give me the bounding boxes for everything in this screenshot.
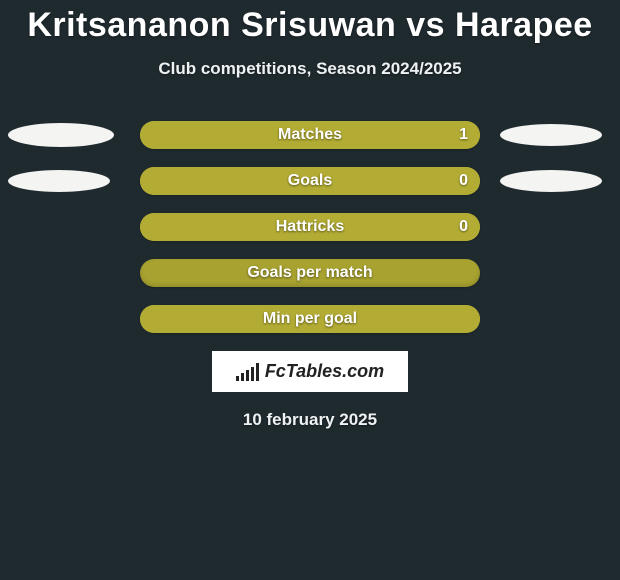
ellipse-left [8, 123, 114, 147]
stat-bar: Goals per match [140, 259, 480, 287]
stat-row: Matches 1 [0, 121, 620, 149]
page-subtitle: Club competitions, Season 2024/2025 [158, 59, 461, 79]
stat-rows: Matches 1 Goals 0 Hattricks 0 Goals per match M… [0, 121, 620, 333]
logo-bars-icon [236, 363, 259, 381]
content-wrapper: Kritsananon Srisuwan vs Harapee Club com… [0, 0, 620, 430]
date-text: 10 february 2025 [243, 410, 377, 430]
stat-row: Hattricks 0 [0, 213, 620, 241]
stat-bar: Matches 1 [140, 121, 480, 149]
ellipse-left [8, 170, 110, 192]
stat-bar-label: Hattricks [276, 218, 344, 236]
stat-bar: Goals 0 [140, 167, 480, 195]
ellipse-right [500, 124, 602, 146]
stat-row: Goals 0 [0, 167, 620, 195]
stat-bar-label: Matches [278, 126, 342, 144]
stat-row: Min per goal [0, 305, 620, 333]
stat-bar-label: Goals per match [247, 264, 372, 282]
stat-row: Goals per match [0, 259, 620, 287]
stat-bar-value-right: 0 [459, 218, 468, 236]
stat-bar: Min per goal [140, 305, 480, 333]
logo-text: FcTables.com [265, 361, 384, 382]
logo-box: FcTables.com [212, 351, 408, 392]
stat-bar-value-right: 0 [459, 172, 468, 190]
stat-bar-label: Goals [288, 172, 332, 190]
stat-bar: Hattricks 0 [140, 213, 480, 241]
stat-bar-label: Min per goal [263, 310, 357, 328]
page-title: Kritsananon Srisuwan vs Harapee [27, 6, 592, 45]
stat-bar-value-right: 1 [459, 126, 468, 144]
ellipse-right [500, 170, 602, 192]
